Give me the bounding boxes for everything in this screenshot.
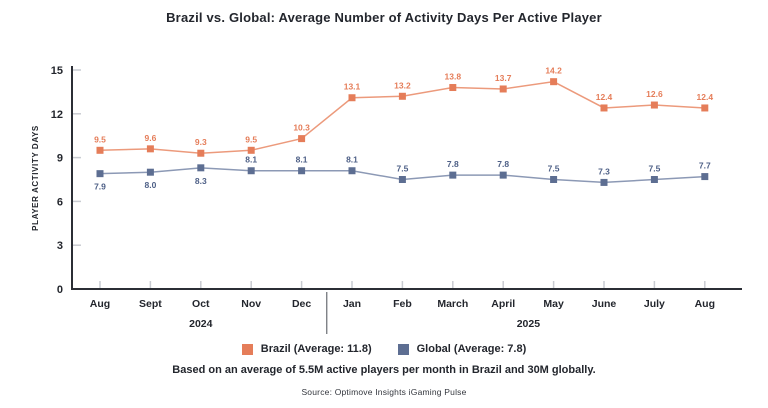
legend-label-brazil: Brazil (Average: 11.8) <box>260 343 372 355</box>
global-marker <box>550 176 558 183</box>
x-tick-label: Nov <box>241 298 261 310</box>
brazil-value-label: 13.2 <box>394 80 411 90</box>
brazil-marker <box>348 94 356 102</box>
x-tick-label: June <box>592 298 617 310</box>
global-value-label: 7.8 <box>497 159 509 169</box>
brazil-value-label: 9.5 <box>245 134 257 144</box>
brazil-marker <box>650 101 658 109</box>
global-value-label: 8.3 <box>195 176 207 186</box>
x-tick-label: July <box>644 298 665 310</box>
brazil-value-label: 12.4 <box>596 92 613 102</box>
legend-item-brazil: Brazil (Average: 11.8) <box>241 343 372 355</box>
x-tick-label: Sept <box>139 298 162 310</box>
brazil-marker <box>600 104 608 112</box>
legend-item-global: Global (Average: 7.8) <box>397 343 527 355</box>
global-value-label: 8.1 <box>296 155 308 165</box>
brazil-marker <box>701 104 709 112</box>
legend-label-global: Global (Average: 7.8) <box>416 343 527 355</box>
global-marker <box>348 167 356 175</box>
y-tick-label: 12 <box>51 109 63 121</box>
global-value-label: 7.7 <box>699 161 711 171</box>
brazil-value-label: 9.5 <box>94 134 106 144</box>
year-label: 2024 <box>189 318 213 330</box>
brazil-value-label: 10.3 <box>293 123 310 133</box>
x-tick-label: Aug <box>695 298 715 310</box>
global-value-label: 7.8 <box>447 159 459 169</box>
brazil-marker <box>398 92 406 100</box>
line-chart: 0 3 6 9 12 15 Aug Sept Oct Nov Dec Jan Feb March April… <box>31 65 742 334</box>
brazil-value-label: 12.4 <box>697 92 714 102</box>
global-marker <box>449 171 457 179</box>
global-value-label: 8.1 <box>346 155 358 165</box>
x-tick-label: May <box>543 298 564 310</box>
brazil-marker <box>96 146 104 154</box>
x-tick-label: April <box>491 298 515 310</box>
brazil-value-label: 13.7 <box>495 73 512 83</box>
brazil-swatch-icon <box>241 343 253 355</box>
x-tick-label: Jan <box>343 298 361 310</box>
brazil-value-label: 12.6 <box>646 89 663 99</box>
brazil-line <box>99 80 705 154</box>
brazil-marker <box>550 78 558 86</box>
brazil-value-label: 13.8 <box>445 72 462 82</box>
y-tick-label: 0 <box>57 284 63 296</box>
global-value-label: 7.5 <box>648 164 660 174</box>
global-marker <box>247 167 255 175</box>
brazil-marker <box>197 149 205 157</box>
global-marker <box>398 176 406 183</box>
global-marker <box>298 167 306 175</box>
x-tick-label: Aug <box>90 298 110 310</box>
brazil-marker <box>449 84 457 92</box>
x-tick-label: March <box>437 298 468 310</box>
global-value-label: 7.5 <box>548 164 560 174</box>
brazil-marker <box>146 145 154 153</box>
global-marker <box>650 176 658 183</box>
legend: Brazil (Average: 11.8) Global (Average: … <box>0 343 768 355</box>
year-label: 2025 <box>517 318 541 330</box>
global-value-label: 7.9 <box>94 182 106 192</box>
global-marker <box>600 178 608 186</box>
x-tick-label: Dec <box>292 298 311 310</box>
global-marker <box>499 171 507 179</box>
global-marker <box>96 170 104 178</box>
global-value-label: 8.0 <box>144 180 156 190</box>
global-marker <box>197 164 205 172</box>
x-tick-label: Oct <box>192 298 210 310</box>
y-tick-label: 9 <box>57 153 63 165</box>
y-axis-title: PLAYER ACTIVITY DAYS <box>31 125 40 231</box>
footnote: Based on an average of 5.5M active playe… <box>172 364 596 376</box>
brazil-value-label: 9.6 <box>144 133 156 143</box>
brazil-marker <box>298 135 306 143</box>
brazil-value-label: 13.1 <box>344 82 361 92</box>
global-value-label: 7.3 <box>598 166 610 176</box>
chart-title: Brazil vs. Global: Average Number of Act… <box>166 10 602 25</box>
x-tick-label: Feb <box>393 298 412 310</box>
brazil-value-label: 9.3 <box>195 137 207 147</box>
y-tick-label: 15 <box>51 65 63 77</box>
global-value-label: 7.5 <box>396 164 408 174</box>
y-tick-label: 6 <box>57 196 63 208</box>
global-swatch-icon <box>397 343 409 355</box>
global-marker <box>146 168 154 176</box>
y-tick-label: 3 <box>57 240 63 252</box>
brazil-marker <box>499 85 507 93</box>
global-value-label: 8.1 <box>245 155 257 165</box>
brazil-value-label: 14.2 <box>545 66 562 76</box>
global-marker <box>701 173 709 181</box>
source-credit: Source: Optimove Insights iGaming Pulse <box>301 387 467 397</box>
brazil-marker <box>247 146 255 154</box>
